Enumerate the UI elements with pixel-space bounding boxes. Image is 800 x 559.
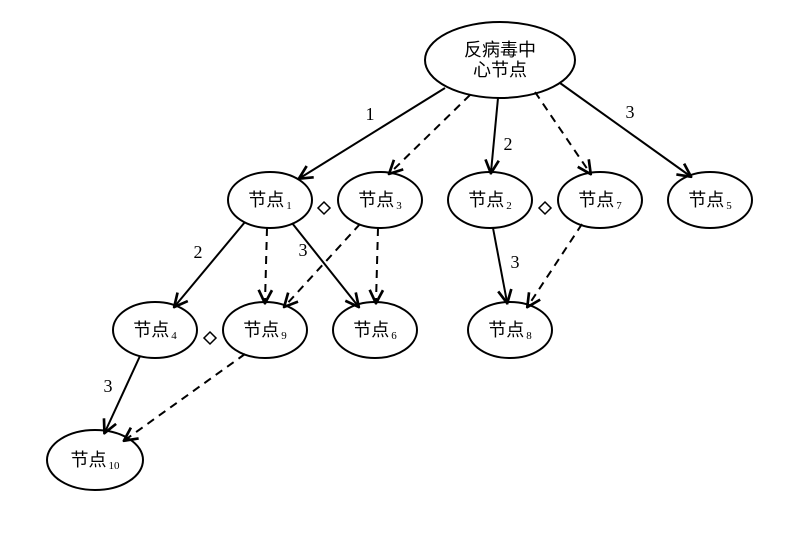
- edge: [493, 228, 507, 302]
- edge: [560, 83, 690, 176]
- edge-label: 3: [104, 376, 113, 396]
- edge: [376, 228, 378, 302]
- edge: [390, 95, 470, 173]
- node-label: 节点9: [243, 320, 287, 342]
- node-label: 节点10: [71, 450, 121, 472]
- node-n3: 节点3: [338, 172, 422, 228]
- edge: [292, 223, 358, 306]
- node-label: 节点2: [468, 190, 512, 212]
- node-n2: 节点2: [448, 172, 532, 228]
- edge: [528, 224, 582, 306]
- edge-label: 2: [504, 134, 513, 154]
- node-label: 节点6: [353, 320, 397, 342]
- sibling-diamond: [539, 202, 551, 214]
- node-n8: 节点8: [468, 302, 552, 358]
- edges-layer: 1 2 3 2 3 3 3: [104, 83, 691, 440]
- sibling-diamond: [318, 202, 330, 214]
- node-label: 节点1: [248, 190, 292, 212]
- edge-label: 1: [366, 104, 375, 124]
- node-n10: 节点10: [47, 430, 143, 490]
- node-n7: 节点7: [558, 172, 642, 228]
- edge-label: 3: [511, 252, 520, 272]
- node-n1: 节点1: [228, 172, 312, 228]
- diagram-canvas: 1 2 3 2 3 3 3 反病毒中心节点节点1 节点3 节点2 节点7 节点5 节点4 节点9 节点6 节点…: [0, 0, 800, 559]
- edge-label: 2: [194, 242, 203, 262]
- sibling-diamond: [204, 332, 216, 344]
- edge-label: 3: [626, 102, 635, 122]
- edge: [125, 354, 245, 440]
- edge: [265, 228, 267, 302]
- node-n6: 节点6: [333, 302, 417, 358]
- edge: [535, 92, 590, 173]
- node-label: 节点5: [688, 190, 732, 212]
- node-label: 节点4: [133, 320, 177, 342]
- node-label: 节点7: [578, 190, 622, 212]
- edge: [300, 88, 445, 178]
- node-root: 反病毒中心节点: [425, 22, 575, 98]
- edge: [175, 222, 245, 306]
- edge: [491, 98, 498, 172]
- node-label: 节点8: [488, 320, 532, 342]
- node-n4: 节点4: [113, 302, 197, 358]
- edge-label: 3: [299, 240, 308, 260]
- node-label: 节点3: [358, 190, 402, 212]
- node-n9: 节点9: [223, 302, 307, 358]
- node-n5: 节点5: [668, 172, 752, 228]
- node-label: 反病毒中: [464, 40, 536, 60]
- node-label: 心节点: [473, 60, 527, 80]
